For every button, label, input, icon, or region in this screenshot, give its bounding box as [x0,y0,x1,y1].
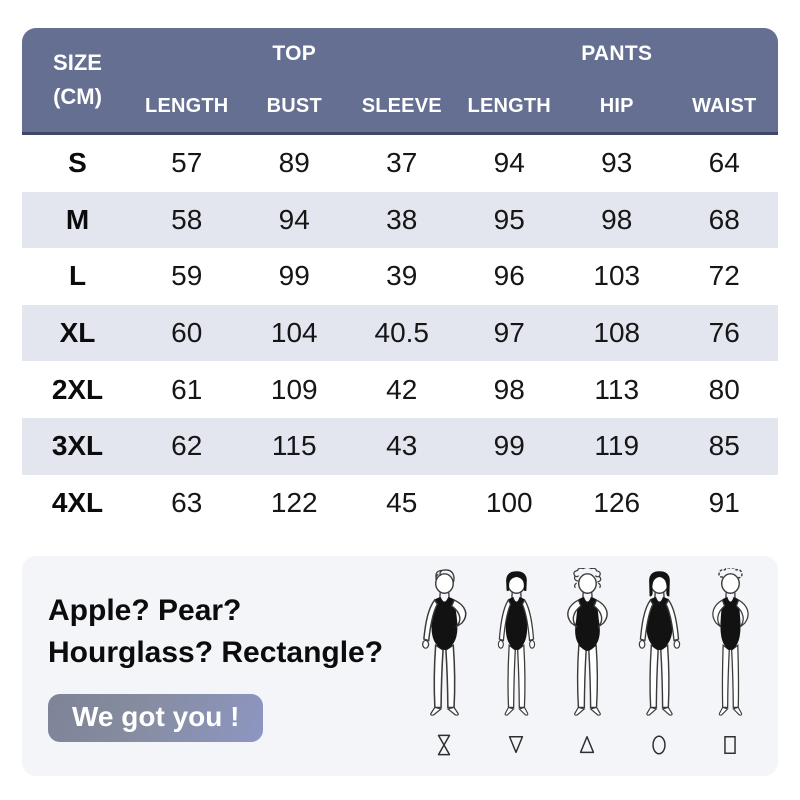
figure-column-rectangle [696,568,764,757]
cell-top-length: 61 [171,373,203,405]
cell-waist: 68 [708,203,740,235]
oval-body-figure-icon [638,571,680,716]
table-row: S 57 89 37 94 93 64 [22,135,778,192]
cell-hip: 113 [594,373,640,405]
cell-hip: 98 [601,203,633,235]
cell-top-length: 59 [171,260,203,292]
figure-column-oval [625,568,693,757]
cell-pants-length: 99 [493,430,525,462]
rectangle-shape-icon [724,736,736,754]
cell-top-length: 58 [171,203,203,235]
body-shape-promo-panel: Apple? Pear? Hourglass? Rectangle? We go… [22,556,778,776]
table-row: XL 60 104 40.5 97 108 76 [22,304,778,362]
rectangle-body-figure-icon [712,568,749,716]
cell-hip: 126 [593,486,641,518]
cell-waist: 76 [708,317,740,349]
size-header-line1: SIZE [53,49,102,75]
figure-column-hourglass [410,568,478,757]
cell-top-length: 60 [171,317,203,349]
cell-bust: 115 [271,430,317,462]
cell-sleeve: 42 [386,373,418,405]
column-header-top-length: LENGTH [145,94,229,117]
we-got-you-button[interactable]: We got you ! [48,694,264,742]
triangle-body-figure-icon [567,568,608,716]
size-label: L [68,260,87,292]
cell-pants-length: 94 [493,147,525,179]
group-header-top: TOP [272,42,317,65]
group-header-pants: PANTS [581,42,653,65]
table-row: 4XL 63 122 45 100 126 91 [22,474,778,532]
table-row: 2XL 61 109 42 98 113 80 [22,361,778,418]
cell-sleeve: 45 [386,486,418,518]
cell-hip: 103 [593,260,641,292]
cell-hip: 119 [594,430,640,462]
cell-bust: 94 [278,203,310,235]
inverted-triangle-shape-icon [508,736,523,754]
cell-bust: 99 [278,260,310,292]
size-label: 4XL [51,486,104,518]
cell-bust: 89 [278,147,310,179]
cell-sleeve: 38 [386,203,418,235]
size-label: 3XL [51,430,104,462]
table-header: SIZE (CM) TOP PANTS LENGTH BUST SLEEVE L… [22,28,778,135]
cell-hip: 108 [593,317,641,349]
cell-waist: 80 [708,373,740,405]
oval-shape-icon [651,735,666,755]
cell-pants-length: 96 [493,260,525,292]
cell-waist: 64 [708,147,740,179]
cell-bust: 104 [270,317,318,349]
headline-line1: Apple? Pear? [48,594,242,627]
column-header-pants-length: LENGTH [467,94,551,117]
cell-bust: 122 [270,486,318,518]
cell-pants-length: 100 [485,486,533,518]
figure-column-inverted-triangle [482,568,550,757]
cell-waist: 72 [708,260,740,292]
size-chart-table: SIZE (CM) TOP PANTS LENGTH BUST SLEEVE L… [22,28,778,532]
cell-bust: 109 [270,373,318,405]
cell-pants-length: 97 [493,317,525,349]
column-header-waist: WAIST [692,94,757,117]
cell-waist: 85 [708,430,740,462]
size-label: 2XL [51,373,104,405]
column-header-hip: HIP [599,94,634,117]
cell-sleeve: 40.5 [374,317,430,349]
column-header-bust: BUST [266,94,322,117]
size-cm-header: SIZE (CM) [22,28,133,132]
headline-line2: Hourglass? Rectangle? [48,636,384,669]
cell-sleeve: 43 [386,430,418,462]
cell-sleeve: 39 [386,260,418,292]
cell-top-length: 63 [171,486,203,518]
cell-hip: 93 [601,147,633,179]
inverted-triangle-body-figure-icon [497,571,535,716]
table-row: L 59 99 39 96 103 72 [22,248,778,305]
cell-top-length: 57 [171,147,203,179]
cell-pants-length: 98 [493,373,525,405]
size-label: M [65,203,90,235]
table-row: 3XL 62 115 43 99 119 85 [22,417,778,475]
cell-sleeve: 37 [386,147,418,179]
table-row: M 58 94 38 95 98 68 [22,191,778,249]
hourglass-body-figure-icon [421,569,467,716]
triangle-shape-icon [579,736,595,754]
hourglass-shape-icon [437,734,451,756]
cell-waist: 91 [708,486,740,518]
size-header-line2: (CM) [53,84,102,109]
cell-top-length: 62 [171,430,203,462]
size-label: S [68,147,87,179]
cell-pants-length: 95 [493,203,525,235]
table-body: S 57 89 37 94 93 64 M 58 94 38 95 98 68 … [22,135,778,532]
body-shape-figures [408,556,778,776]
promo-text-block: Apple? Pear? Hourglass? Rectangle? We go… [22,556,408,776]
column-header-sleeve: SLEEVE [361,94,442,117]
figure-column-triangle [553,568,621,757]
size-label: XL [59,317,96,349]
